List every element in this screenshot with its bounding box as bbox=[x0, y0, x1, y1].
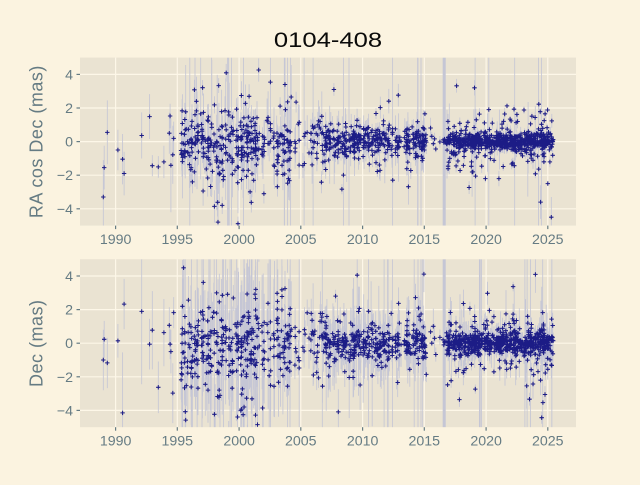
svg-text:0104-408: 0104-408 bbox=[274, 28, 382, 51]
svg-text:4: 4 bbox=[65, 269, 73, 285]
svg-text:1995: 1995 bbox=[162, 434, 194, 450]
svg-text:1990: 1990 bbox=[100, 434, 132, 450]
svg-text:1990: 1990 bbox=[100, 232, 132, 248]
svg-text:−2: −2 bbox=[57, 370, 73, 386]
svg-text:0: 0 bbox=[65, 135, 73, 151]
svg-text:−4: −4 bbox=[57, 403, 73, 419]
svg-text:2: 2 bbox=[65, 101, 73, 117]
svg-text:2025: 2025 bbox=[532, 232, 564, 248]
svg-text:1995: 1995 bbox=[162, 232, 194, 248]
svg-text:2020: 2020 bbox=[470, 232, 502, 248]
svg-text:−2: −2 bbox=[57, 168, 73, 184]
svg-text:2000: 2000 bbox=[223, 434, 255, 450]
svg-text:4: 4 bbox=[65, 67, 73, 83]
svg-text:2005: 2005 bbox=[285, 232, 317, 248]
svg-text:Dec (mas): Dec (mas) bbox=[27, 299, 47, 387]
svg-text:2020: 2020 bbox=[470, 434, 502, 450]
svg-text:2005: 2005 bbox=[285, 434, 317, 450]
svg-text:2010: 2010 bbox=[347, 232, 379, 248]
svg-text:2000: 2000 bbox=[223, 232, 255, 248]
svg-text:2: 2 bbox=[65, 303, 73, 319]
svg-text:RA cos Dec (mas): RA cos Dec (mas) bbox=[27, 65, 47, 218]
svg-text:2015: 2015 bbox=[409, 232, 441, 248]
svg-text:2025: 2025 bbox=[532, 434, 564, 450]
svg-text:2015: 2015 bbox=[409, 434, 441, 450]
svg-text:2010: 2010 bbox=[347, 434, 379, 450]
svg-text:−4: −4 bbox=[57, 202, 73, 218]
svg-text:0: 0 bbox=[65, 336, 73, 352]
